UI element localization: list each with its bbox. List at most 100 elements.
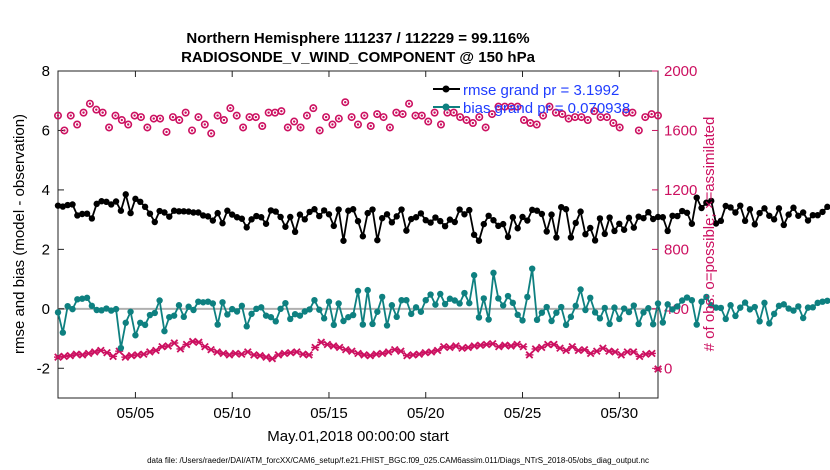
bias-point — [219, 299, 226, 306]
legend-bias-label: bias grand pr = 0.070938 — [463, 100, 630, 117]
rmse-point — [770, 216, 778, 223]
bias-point — [393, 313, 400, 321]
rmse-point — [717, 217, 725, 225]
obs-possible-point-dot — [120, 118, 124, 122]
rmse-point — [88, 215, 96, 222]
obs-possible-point-dot — [82, 111, 85, 114]
rmse-point — [543, 228, 550, 235]
rmse-point — [616, 220, 623, 227]
rmse-point — [674, 212, 681, 220]
obs-possible-point-dot — [484, 126, 487, 129]
bias-point — [127, 308, 134, 315]
bias-point — [456, 300, 463, 307]
bias-point — [577, 286, 584, 293]
obs-possible-point — [226, 104, 235, 113]
obs-possible-point — [283, 123, 292, 132]
bias-point — [611, 304, 618, 311]
bias-point — [161, 327, 168, 335]
bias-point — [587, 294, 594, 302]
bias-point — [180, 313, 188, 321]
obs-possible-point-dot — [471, 121, 475, 125]
rmse-point — [267, 207, 275, 214]
obs-assimilated-point — [598, 344, 607, 353]
bias-point — [437, 290, 444, 298]
obs-possible-point-dot — [95, 108, 98, 111]
rmse-point — [204, 213, 212, 220]
obs-possible-point-dot — [541, 114, 545, 117]
legend-rmse-label: rmse grand pr = 3.1992 — [463, 82, 619, 99]
rmse-point — [132, 195, 139, 203]
rmse-point — [219, 220, 226, 227]
obs-possible-point-dot — [478, 115, 481, 119]
bias-point — [354, 287, 362, 295]
obs-possible-point-dot — [382, 115, 385, 119]
obs-possible-point — [341, 98, 350, 107]
bias-point — [340, 317, 347, 325]
obs-possible-point-dot — [152, 117, 155, 120]
bias-point — [190, 306, 197, 314]
rmse-point — [528, 206, 536, 214]
obs-possible-point-dot — [446, 111, 449, 114]
obs-assimilated-point — [102, 348, 111, 357]
bias-point — [214, 321, 221, 328]
obs-possible-point-dot — [401, 112, 404, 116]
bias-point — [262, 312, 270, 319]
bias-point — [451, 297, 458, 304]
bias-point — [751, 303, 758, 311]
obs-possible-point — [513, 102, 522, 111]
bias-point — [814, 299, 821, 307]
y-right-tick-label: 1600 — [664, 122, 697, 139]
obs-possible-point-dot — [171, 115, 175, 119]
rmse-point — [78, 210, 86, 218]
obs-possible-point-dot — [631, 111, 634, 114]
obs-assimilated-point — [654, 365, 662, 373]
rmse-point — [809, 211, 817, 219]
bias-point — [69, 305, 76, 313]
obs-possible-point-dot — [439, 123, 443, 126]
obs-possible-point — [353, 120, 362, 129]
rmse-point — [804, 217, 812, 224]
y-left-tick-label: 0 — [42, 301, 50, 318]
bias-point — [766, 320, 773, 327]
obs-possible-point-dot — [637, 129, 641, 132]
rmse-point — [732, 209, 739, 216]
bias-point — [558, 303, 565, 311]
data-file-footnote: data file: /Users/raeder/DAI/ATM_forcXX/… — [147, 456, 649, 465]
obs-assimilated-point — [537, 343, 546, 352]
obs-possible-point-dot — [261, 124, 264, 128]
bias-point — [185, 303, 192, 310]
obs-assimilated-point — [231, 349, 240, 358]
rmse-point — [262, 220, 270, 227]
obs-possible-point-dot — [209, 132, 213, 135]
obs-possible-point — [641, 113, 650, 122]
rmse-point — [378, 214, 386, 222]
rmse-point — [74, 212, 81, 219]
rmse-point — [398, 206, 405, 213]
obs-possible-point — [232, 111, 241, 120]
obs-possible-point — [449, 108, 458, 117]
obs-assimilated-point — [549, 340, 558, 349]
obs-assimilated-point — [305, 351, 314, 359]
chart-title-line1: Northern Hemisphere 111237 / 112229 = 99… — [186, 30, 529, 47]
rmse-point — [509, 214, 517, 221]
bias-point — [301, 308, 308, 315]
rmse-point — [137, 198, 144, 205]
obs-possible-point — [468, 119, 477, 128]
rmse-point — [345, 207, 352, 214]
obs-possible-point-dot — [516, 105, 519, 108]
bias-point — [620, 305, 628, 312]
obs-possible-point — [73, 120, 82, 129]
bias-point — [112, 305, 120, 313]
rmse-point — [243, 224, 250, 231]
obs-possible-point-dot — [337, 117, 341, 120]
obs-assimilated-point — [629, 348, 638, 356]
bias-point — [412, 304, 420, 311]
obs-possible-point-dot — [573, 115, 577, 119]
bias-point — [625, 308, 633, 316]
bias-point — [330, 321, 338, 329]
bias-point — [717, 304, 725, 312]
obs-possible-point-dot — [612, 121, 615, 125]
rmse-point — [408, 215, 415, 223]
rmse-point — [572, 219, 579, 227]
obs-possible-point-dot — [592, 109, 596, 113]
